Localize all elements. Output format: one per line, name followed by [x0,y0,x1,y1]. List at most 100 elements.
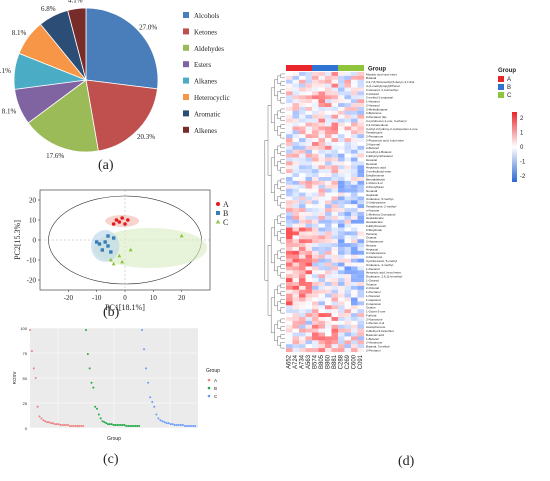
heatmap-cell [299,301,306,306]
heatmap-group-bar [344,65,351,71]
heatmap-cell [312,114,319,119]
heatmap-cell [286,324,293,329]
dendrogram-branch [267,245,272,316]
heatmap-cell [357,87,365,92]
heatmap-cell [299,305,306,310]
heatmap-cell [305,223,313,228]
heatmap-cell [318,247,326,251]
heatmap-cell [357,169,365,174]
heatmap-cell [331,289,339,294]
legend-label-esters: Esters [194,61,211,69]
heatmap-cell [286,153,293,158]
heatmap-cell [338,110,345,115]
rosv-point-c [177,424,180,427]
heatmap-cell [351,313,358,318]
heatmap-cell [351,103,358,108]
heatmap-cell [318,103,326,108]
heatmap-row-label: 2-Undecanone [366,201,386,205]
pie-slice-alkenes [67,7,87,81]
dendrogram-branch [277,285,281,294]
heatmap-group-bar [299,65,306,71]
heatmap-cell [299,95,306,100]
heatmap-cell [299,258,306,263]
heatmap-cell [292,243,300,248]
heatmap-cell [292,293,300,298]
heatmap-cell [331,270,339,275]
pca-x-tick-label: 10 [150,294,158,302]
heatmap-cell [299,122,306,127]
heatmap-cell [318,243,326,248]
heatmap-cell [338,72,345,76]
heatmap-cell [312,212,319,216]
heatmap-cell [318,340,326,345]
rosv-point-a [46,421,49,424]
heatmap-cell [312,184,319,189]
heatmap-cell [338,340,345,345]
heatmap-cell [351,204,358,209]
heatmap-cell [351,134,358,139]
heatmap-cell [331,235,339,240]
heatmap-cell [318,169,326,174]
heatmap-group-bar [325,65,332,71]
heatmap-row-label: 1-Octanol [366,278,379,282]
heatmap-cell [299,285,306,290]
heatmap-cell [286,83,293,88]
heatmap-cell [299,328,306,333]
heatmap-cell [325,289,332,294]
heatmap-cell [338,134,345,139]
rosv-point-b [103,421,106,424]
dendrogram-branch [277,231,281,241]
heatmap-cell [344,99,352,104]
heatmap-cell [305,122,313,127]
heatmap-cell [351,309,358,314]
heatmap-cell [331,99,339,104]
heatmap-cell [305,184,313,189]
legend-label-aldehydes: Aldehydes [194,45,224,53]
heatmap-cell [299,72,306,76]
heatmap-cell [357,285,365,290]
heatmap-cell [286,344,293,349]
heatmap-cell [299,219,306,224]
pca-y-tick-label: 10 [29,217,37,225]
heatmap-cell [305,212,313,216]
heatmap-cell [299,317,306,321]
rosv-point-b [130,425,133,427]
dendrogram-branch [277,161,281,171]
heatmap-cell [331,219,339,224]
heatmap-cell [351,208,358,213]
heatmap-cell [292,247,300,251]
heatmap-cell [344,204,352,209]
heatmap-cell [292,297,300,302]
heatmap-cell [312,239,319,244]
heatmap-cell [338,122,345,127]
rosv-point-a [61,424,64,427]
heatmap-cell [286,107,293,111]
heatmap-cell [351,184,358,189]
heatmap-row-label: 1-Hexanol [366,100,380,104]
heatmap-row-label: 2-Hexanone [366,341,383,345]
pca-point-a [120,216,124,220]
heatmap-cell [344,293,352,298]
heatmap-cell [357,196,365,201]
pca-point-a [126,218,130,222]
dendrogram-branch [274,79,278,96]
heatmap-cell [312,266,319,271]
heatmap-cell [331,285,339,290]
heatmap-cell [299,161,306,166]
heatmap-cell [357,79,365,84]
rosv-legend-label: C [214,394,218,399]
rosv-point-a [55,423,58,426]
heatmap-cell [286,313,293,318]
heatmap-cell [292,289,300,294]
heatmap-cell [357,282,365,286]
heatmap-row-label: 2-Butylfuran [366,228,383,232]
heatmap-cell [312,235,319,240]
panel-label-b: (b) [103,305,120,320]
heatmap-cell [312,285,319,290]
pca-x-tick-label: -10 [92,294,102,302]
dendrogram-branch [280,178,285,184]
heatmap-cell [299,153,306,158]
heatmap-cell [312,262,319,267]
heatmap-cell [299,165,306,170]
rosv-point-a [32,367,35,370]
